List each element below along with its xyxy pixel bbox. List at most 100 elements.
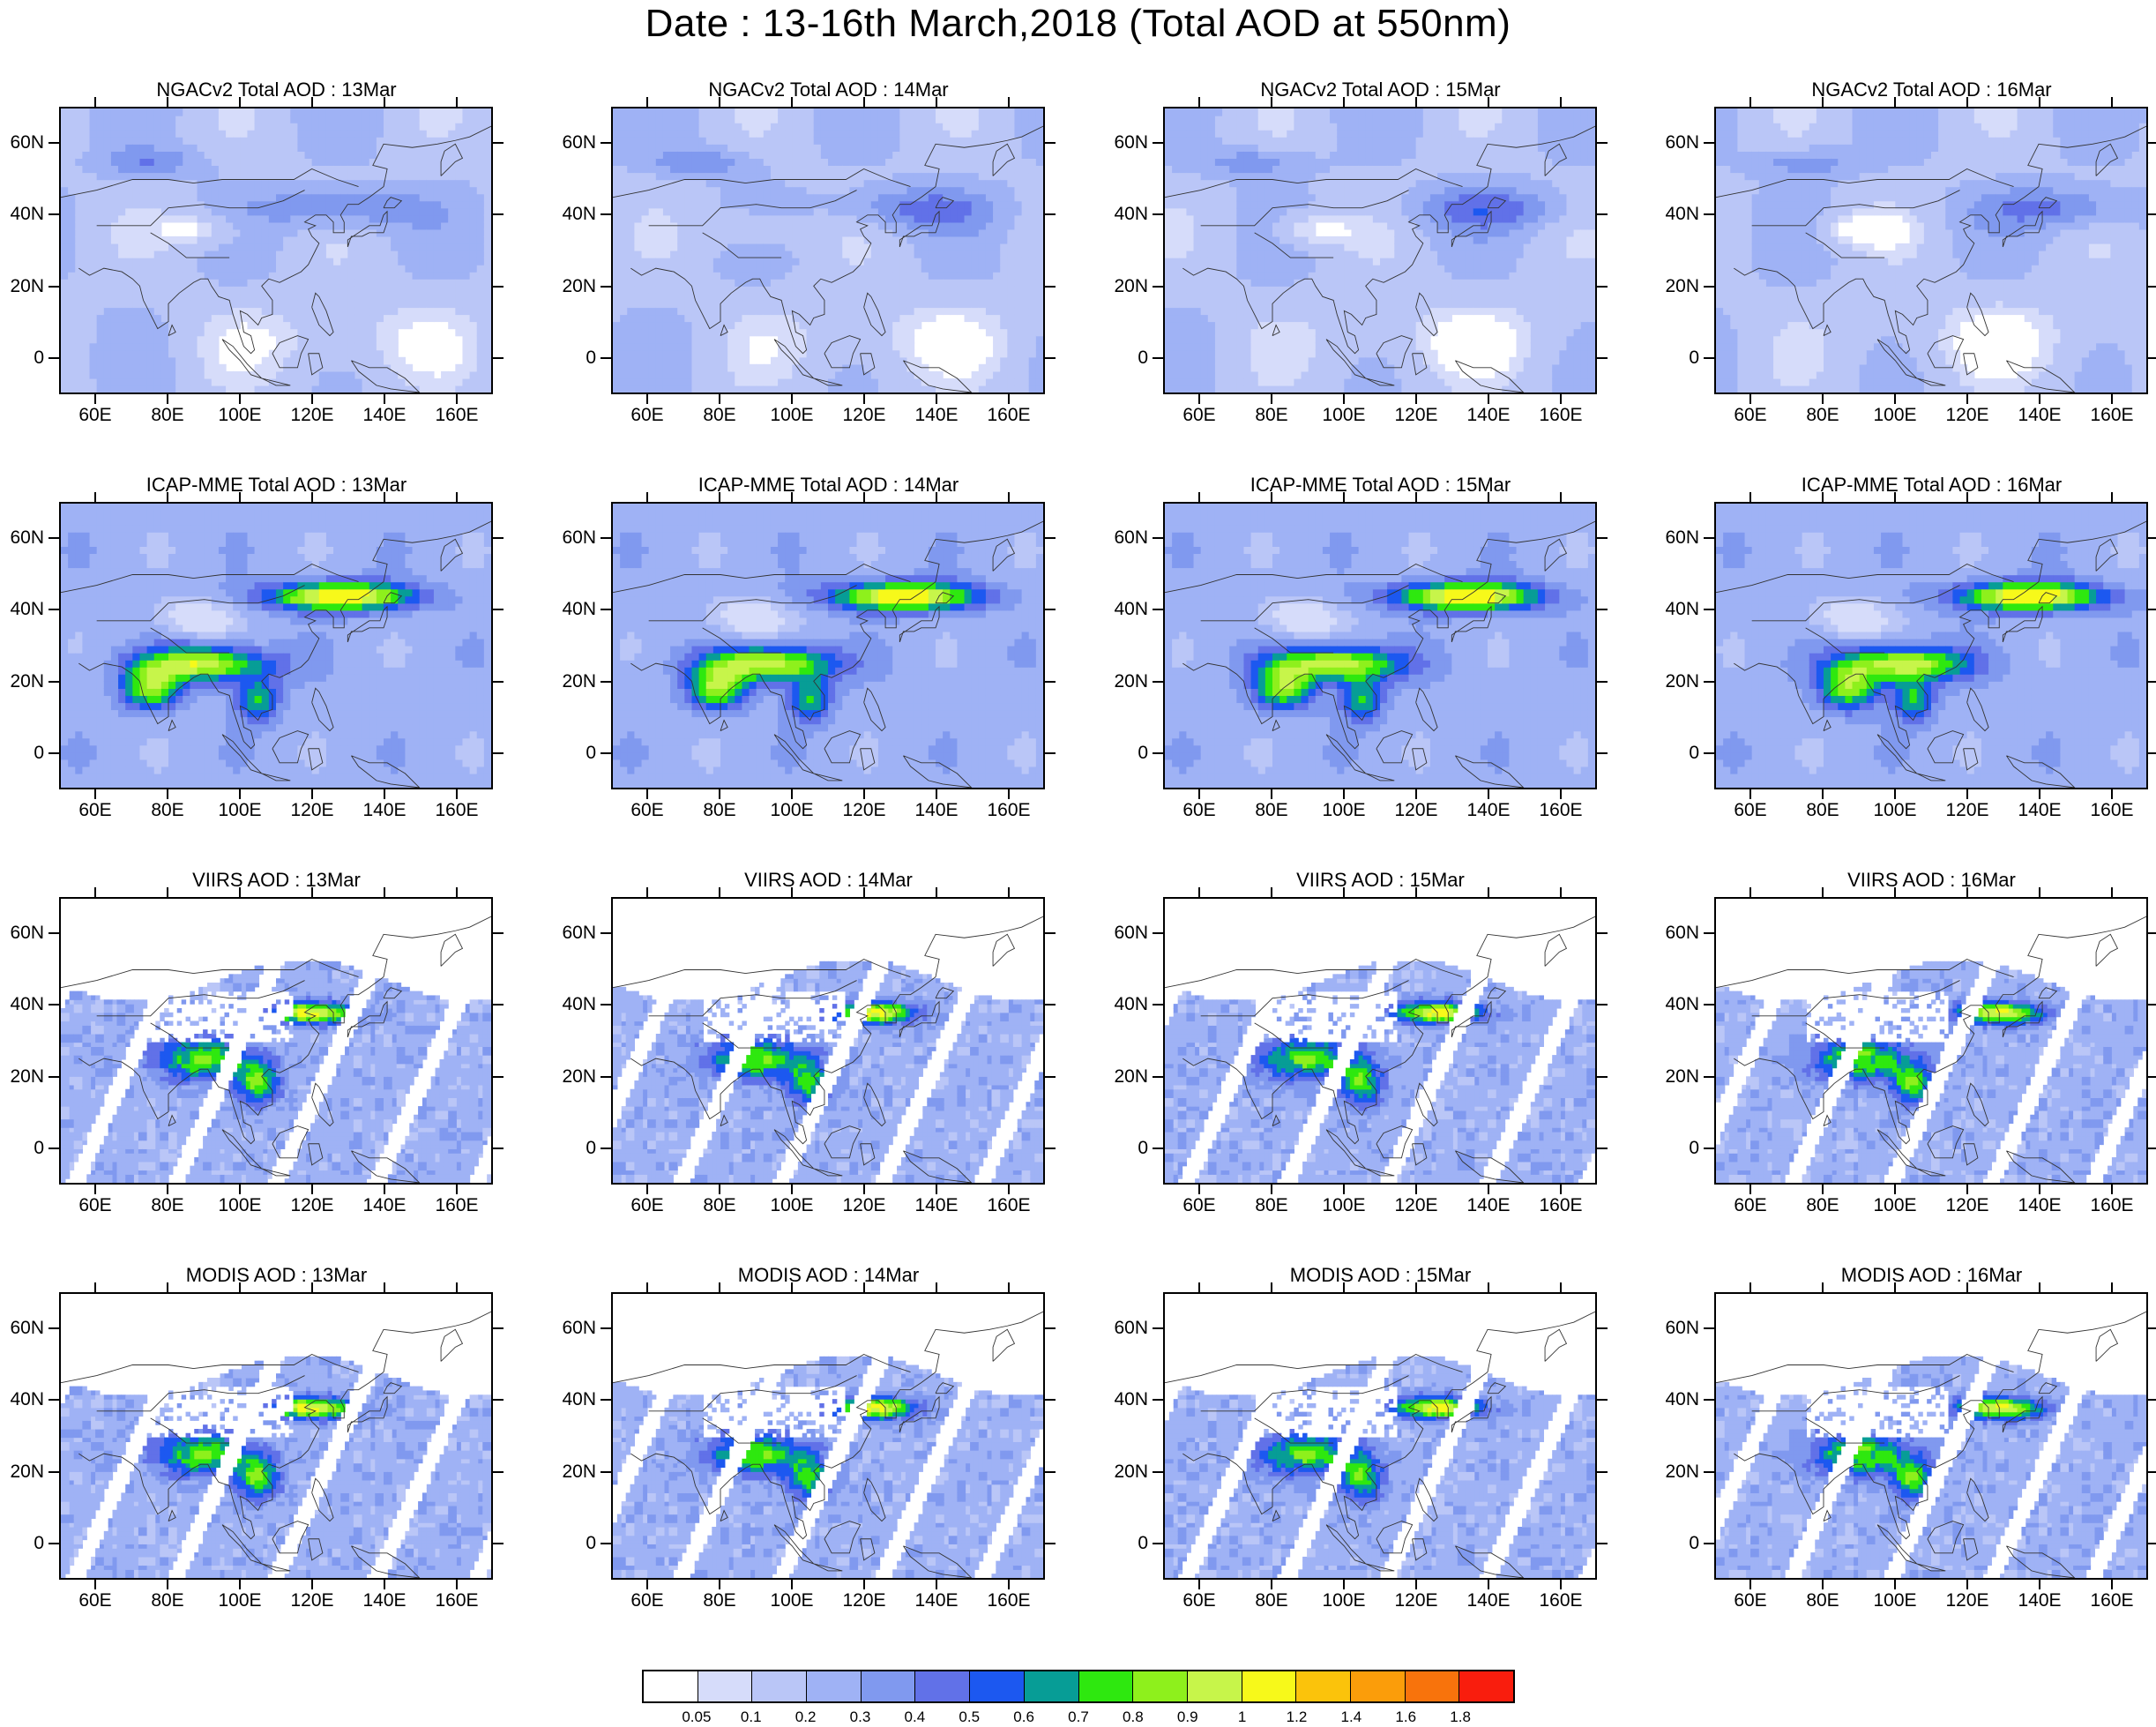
lon-tick-mark bbox=[1488, 1185, 1489, 1194]
lat-tick-mark bbox=[48, 1399, 59, 1402]
coastline-outline bbox=[1716, 520, 2146, 788]
lat-tick-mark bbox=[1597, 1148, 1608, 1150]
lon-tick-label: 120E bbox=[838, 1196, 891, 1215]
colorbar-swatch bbox=[1405, 1671, 1460, 1701]
lon-tick-label: 100E bbox=[213, 1591, 266, 1611]
lon-tick-mark bbox=[94, 789, 96, 799]
lon-tick-mark bbox=[1749, 1580, 1751, 1589]
lon-tick-label: 60E bbox=[621, 1591, 674, 1611]
lat-tick-label: 40N bbox=[1655, 205, 1699, 224]
lon-tick-label: 100E bbox=[1317, 1591, 1370, 1611]
lon-tick-mark bbox=[1749, 97, 1751, 107]
lon-tick-mark bbox=[1271, 97, 1272, 107]
map-panel: MODIS AOD : 16Mar 60N 40N 20N 0 60E 80E 100E 120… bbox=[1655, 1263, 2156, 1634]
lon-tick-mark bbox=[1560, 887, 1562, 897]
lon-tick-mark bbox=[167, 1580, 168, 1589]
map-panel: VIIRS AOD : 13Mar 60N 40N 20N 0 60E 80E 100E 120… bbox=[0, 868, 504, 1238]
lon-tick-label: 160E bbox=[430, 406, 483, 425]
map-panel: NGACv2 Total AOD : 15Mar 60N 40N 20N 0 60E 80E… bbox=[1104, 78, 1608, 448]
lon-tick-mark bbox=[167, 789, 168, 799]
lon-tick-mark bbox=[791, 887, 793, 897]
lat-tick-mark bbox=[48, 1004, 59, 1006]
lon-tick-mark bbox=[1198, 394, 1200, 404]
lon-tick-label: 120E bbox=[838, 801, 891, 820]
lat-tick-mark bbox=[601, 1543, 611, 1545]
lon-tick-mark bbox=[791, 492, 793, 502]
lon-tick-mark bbox=[167, 887, 168, 897]
lat-tick-mark bbox=[1704, 536, 1714, 539]
colorbar-swatch bbox=[1242, 1671, 1297, 1701]
lat-tick-mark bbox=[1704, 609, 1714, 611]
lat-tick-label: 20N bbox=[552, 1066, 596, 1087]
coastline-outline bbox=[613, 520, 1043, 788]
lon-tick-label: 60E bbox=[1724, 1196, 1777, 1215]
lat-tick-mark bbox=[48, 285, 59, 288]
lon-tick-label: 80E bbox=[141, 1591, 194, 1611]
lon-tick-label: 120E bbox=[1390, 406, 1443, 425]
lon-tick-mark bbox=[1966, 394, 1968, 404]
lon-tick-mark bbox=[1008, 97, 1010, 107]
lon-tick-label: 60E bbox=[1173, 801, 1226, 820]
map-plot-area bbox=[1163, 1292, 1597, 1580]
lon-tick-mark bbox=[1560, 394, 1562, 404]
lon-tick-label: 120E bbox=[838, 406, 891, 425]
lat-tick-mark bbox=[48, 357, 59, 360]
aod-field bbox=[1165, 1311, 1595, 1578]
lon-tick-mark bbox=[384, 887, 385, 897]
lon-tick-mark bbox=[1894, 789, 1896, 799]
lat-tick-mark bbox=[601, 536, 611, 539]
lon-tick-label: 140E bbox=[910, 1196, 963, 1215]
lat-tick-mark bbox=[493, 536, 504, 539]
lat-tick-mark bbox=[1597, 357, 1608, 360]
lon-tick-mark bbox=[239, 97, 241, 107]
lat-tick-mark bbox=[2148, 931, 2156, 934]
lon-tick-mark bbox=[1822, 887, 1824, 897]
lat-tick-mark bbox=[1045, 931, 1056, 934]
lon-tick-mark bbox=[936, 1282, 937, 1292]
lat-tick-mark bbox=[1153, 680, 1163, 683]
lon-tick-mark bbox=[791, 1580, 793, 1589]
lon-tick-mark bbox=[1343, 1282, 1345, 1292]
lat-tick-mark bbox=[1045, 609, 1056, 611]
lat-tick-mark bbox=[601, 357, 611, 360]
aod-field bbox=[1716, 916, 2146, 1183]
lon-tick-mark bbox=[2111, 394, 2113, 404]
lon-tick-label: 120E bbox=[1941, 1196, 1994, 1215]
lon-tick-label: 80E bbox=[693, 1196, 746, 1215]
lat-tick-mark bbox=[1153, 357, 1163, 360]
lon-tick-label: 140E bbox=[1462, 406, 1515, 425]
lon-tick-mark bbox=[1822, 97, 1824, 107]
lat-tick-mark bbox=[48, 1148, 59, 1150]
lon-tick-label: 80E bbox=[141, 801, 194, 820]
map-plot-area bbox=[1163, 897, 1597, 1185]
lon-tick-label: 120E bbox=[1941, 801, 1994, 820]
lat-tick-label: 20N bbox=[0, 1462, 44, 1482]
lon-tick-mark bbox=[863, 1282, 865, 1292]
lon-tick-label: 120E bbox=[286, 1591, 339, 1611]
lat-tick-mark bbox=[2148, 141, 2156, 144]
panel-title: NGACv2 Total AOD : 13Mar bbox=[59, 78, 494, 102]
lat-tick-label: 40N bbox=[1104, 600, 1148, 619]
lon-tick-mark bbox=[2111, 1580, 2113, 1589]
panel-title: VIIRS AOD : 14Mar bbox=[611, 868, 1046, 893]
lon-tick-mark bbox=[384, 1185, 385, 1194]
map-plot-area bbox=[611, 107, 1045, 394]
lat-tick-label: 0 bbox=[0, 1534, 44, 1553]
lon-tick-mark bbox=[94, 887, 96, 897]
lon-tick-mark bbox=[1560, 1185, 1562, 1194]
colorbar bbox=[642, 1670, 1515, 1703]
lat-tick-mark bbox=[493, 1543, 504, 1545]
lat-tick-label: 20N bbox=[1655, 671, 1699, 692]
colorbar-swatch bbox=[752, 1671, 808, 1701]
lon-tick-mark bbox=[1488, 887, 1489, 897]
lon-tick-label: 120E bbox=[286, 801, 339, 820]
lon-tick-label: 140E bbox=[910, 801, 963, 820]
lon-tick-label: 140E bbox=[358, 1196, 411, 1215]
colorbar-swatch bbox=[644, 1671, 698, 1701]
lon-tick-label: 100E bbox=[765, 801, 818, 820]
lon-tick-mark bbox=[1749, 887, 1751, 897]
lon-tick-label: 100E bbox=[765, 1591, 818, 1611]
lat-tick-label: 60N bbox=[552, 923, 596, 943]
lon-tick-mark bbox=[1343, 394, 1345, 404]
lon-tick-label: 160E bbox=[430, 1196, 483, 1215]
